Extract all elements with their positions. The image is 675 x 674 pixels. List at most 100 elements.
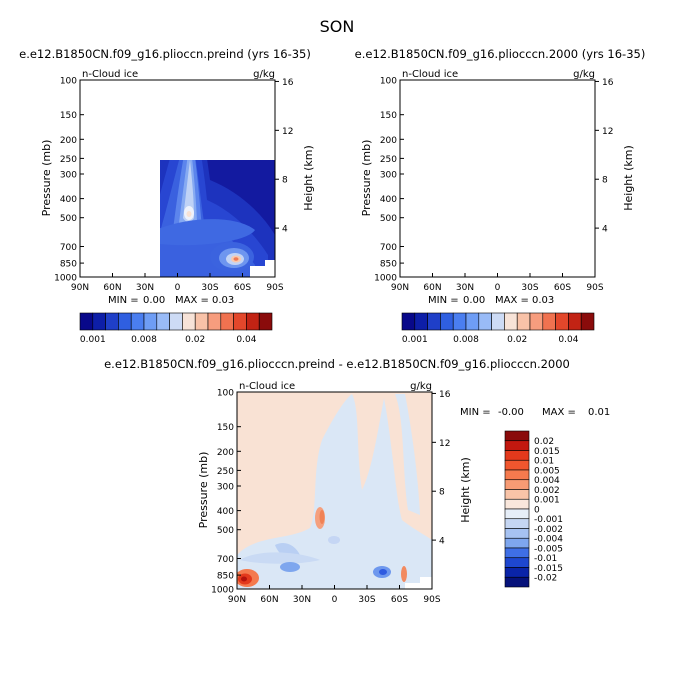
legend-label: -0.001 bbox=[534, 515, 563, 525]
legend-box bbox=[504, 498, 530, 510]
plot-frame bbox=[399, 79, 596, 278]
colorbar-box bbox=[542, 312, 556, 331]
legend-label: 0.004 bbox=[534, 476, 560, 486]
colorbar-box bbox=[169, 312, 183, 331]
legend-box bbox=[504, 528, 530, 539]
legend-box bbox=[504, 469, 530, 481]
colorbar-label: 0.04 bbox=[558, 335, 578, 345]
colorbar-box bbox=[105, 312, 119, 331]
y2-tick-label: 4 bbox=[602, 225, 608, 235]
colorbar-box bbox=[465, 312, 480, 331]
units-label: g/kg bbox=[573, 69, 595, 80]
y-tick-label: 150 bbox=[217, 423, 234, 433]
colorbar-box bbox=[143, 312, 158, 331]
colorbar-box bbox=[504, 312, 518, 331]
legend-label: -0.004 bbox=[534, 535, 563, 545]
colorbar-box bbox=[182, 312, 196, 331]
legend-label: 0.01 bbox=[534, 457, 554, 467]
colorbar-box bbox=[220, 312, 234, 331]
x-tick-label: 30S bbox=[521, 283, 538, 293]
colorbar-box bbox=[233, 312, 247, 331]
y2-axis-label: Height (km) bbox=[459, 457, 472, 523]
panel-2000: e.e12.B1850CN.f09_g16.pliocccn.2000 (yrs… bbox=[355, 47, 646, 345]
contour-field bbox=[237, 392, 432, 589]
panel-preind: e.e12.B1850CN.f09_g16.plioccn.preind (yr… bbox=[19, 47, 315, 345]
colorbar-box bbox=[79, 312, 94, 331]
figure-title: SON bbox=[320, 17, 355, 36]
legend-box bbox=[504, 576, 530, 588]
colorbar-box bbox=[414, 312, 428, 331]
colorbar-label: 0.04 bbox=[236, 335, 256, 345]
max-value: 0.01 bbox=[588, 407, 610, 418]
y-tick-label: 250 bbox=[380, 155, 397, 165]
colorbar-box bbox=[452, 312, 467, 331]
x-tick-label: 60N bbox=[103, 283, 121, 293]
y-tick-label: 700 bbox=[217, 555, 234, 565]
colorbar-box bbox=[440, 312, 454, 331]
y2-tick-label: 16 bbox=[439, 390, 451, 400]
legend-box bbox=[504, 557, 530, 568]
legend-label: 0.001 bbox=[534, 496, 560, 506]
panel-title: e.e12.B1850CN.f09_g16.pliocccn.preind - … bbox=[104, 357, 570, 371]
colorbar-box bbox=[427, 312, 441, 331]
colorbar-box bbox=[118, 312, 132, 331]
x-tick-label: 0 bbox=[332, 595, 338, 605]
units-label: g/kg bbox=[410, 381, 432, 392]
colorbar: 0.001 0.008 0.02 0.04 bbox=[401, 312, 595, 345]
x-tick-label: 30S bbox=[358, 595, 375, 605]
y-tick-label: 1000 bbox=[211, 586, 234, 596]
x-tick-label: 0 bbox=[495, 283, 501, 293]
legend-label: -0.005 bbox=[534, 544, 563, 554]
legend-label: -0.015 bbox=[534, 564, 563, 574]
units-label: g/kg bbox=[253, 69, 275, 80]
colorbar-box bbox=[246, 312, 260, 331]
y2-tick-label: 16 bbox=[602, 78, 614, 88]
colorbar-box bbox=[478, 312, 492, 331]
y2-tick-label: 16 bbox=[282, 78, 294, 88]
legend-box bbox=[504, 518, 530, 529]
y-tick-label: 300 bbox=[380, 170, 397, 180]
y-tick-label: 300 bbox=[217, 482, 234, 492]
colorbar-label: 0.02 bbox=[507, 335, 527, 345]
x-tick-label: 60N bbox=[260, 595, 278, 605]
legend-box bbox=[504, 459, 530, 471]
x-tick-label: 60S bbox=[234, 283, 251, 293]
x-tick-label: 60S bbox=[554, 283, 571, 293]
panel-difference: e.e12.B1850CN.f09_g16.pliocccn.preind - … bbox=[104, 357, 610, 605]
legend-label: 0.002 bbox=[534, 486, 560, 496]
colorbar-box bbox=[491, 312, 505, 331]
x-tick-label: 60N bbox=[423, 283, 441, 293]
min-label: MIN = bbox=[428, 295, 459, 306]
axes: 90N 60N 30N 0 30S 60S 90S 100 150 200 250 300 400 500… bbox=[211, 389, 451, 606]
x-tick-label: 90N bbox=[228, 595, 246, 605]
y-tick-label: 150 bbox=[380, 111, 397, 121]
colorbar-label: 0.001 bbox=[402, 335, 428, 345]
y-tick-label: 700 bbox=[380, 243, 397, 253]
y-tick-label: 200 bbox=[60, 136, 77, 146]
legend-label: -0.002 bbox=[534, 525, 563, 535]
y2-tick-label: 8 bbox=[439, 488, 445, 498]
colorbar-box bbox=[207, 312, 222, 331]
colorbar-box bbox=[194, 312, 209, 331]
y-tick-label: 400 bbox=[380, 195, 397, 205]
x-tick-label: 30N bbox=[293, 595, 311, 605]
panel-title: e.e12.B1850CN.f09_g16.pliocccn.2000 (yrs… bbox=[355, 47, 646, 61]
axes: 90N 60N 30N 0 30S 60S 90S 100 150 200 250 300 400 500… bbox=[54, 77, 294, 294]
axes: 90N 60N 30N 0 30S 60S 90S 100 150 200 250 300 400 500… bbox=[374, 77, 614, 294]
max-value: 0.03 bbox=[212, 295, 234, 306]
x-tick-label: 0 bbox=[175, 283, 181, 293]
min-label: MIN = bbox=[460, 407, 491, 418]
x-tick-label: 60S bbox=[391, 595, 408, 605]
y-tick-label: 1000 bbox=[54, 274, 77, 284]
legend-box bbox=[504, 479, 530, 490]
legend-box bbox=[504, 508, 530, 520]
x-tick-label: 90S bbox=[266, 283, 283, 293]
colorbar-box bbox=[258, 312, 273, 331]
variable-label: n-Cloud ice bbox=[82, 69, 138, 80]
x-tick-label: 30N bbox=[456, 283, 474, 293]
legend-box bbox=[504, 537, 530, 549]
legend-box bbox=[504, 489, 530, 500]
y-axis-label: Pressure (mb) bbox=[197, 452, 210, 529]
y2-tick-label: 4 bbox=[439, 537, 445, 547]
variable-label: n-Cloud ice bbox=[239, 381, 295, 392]
